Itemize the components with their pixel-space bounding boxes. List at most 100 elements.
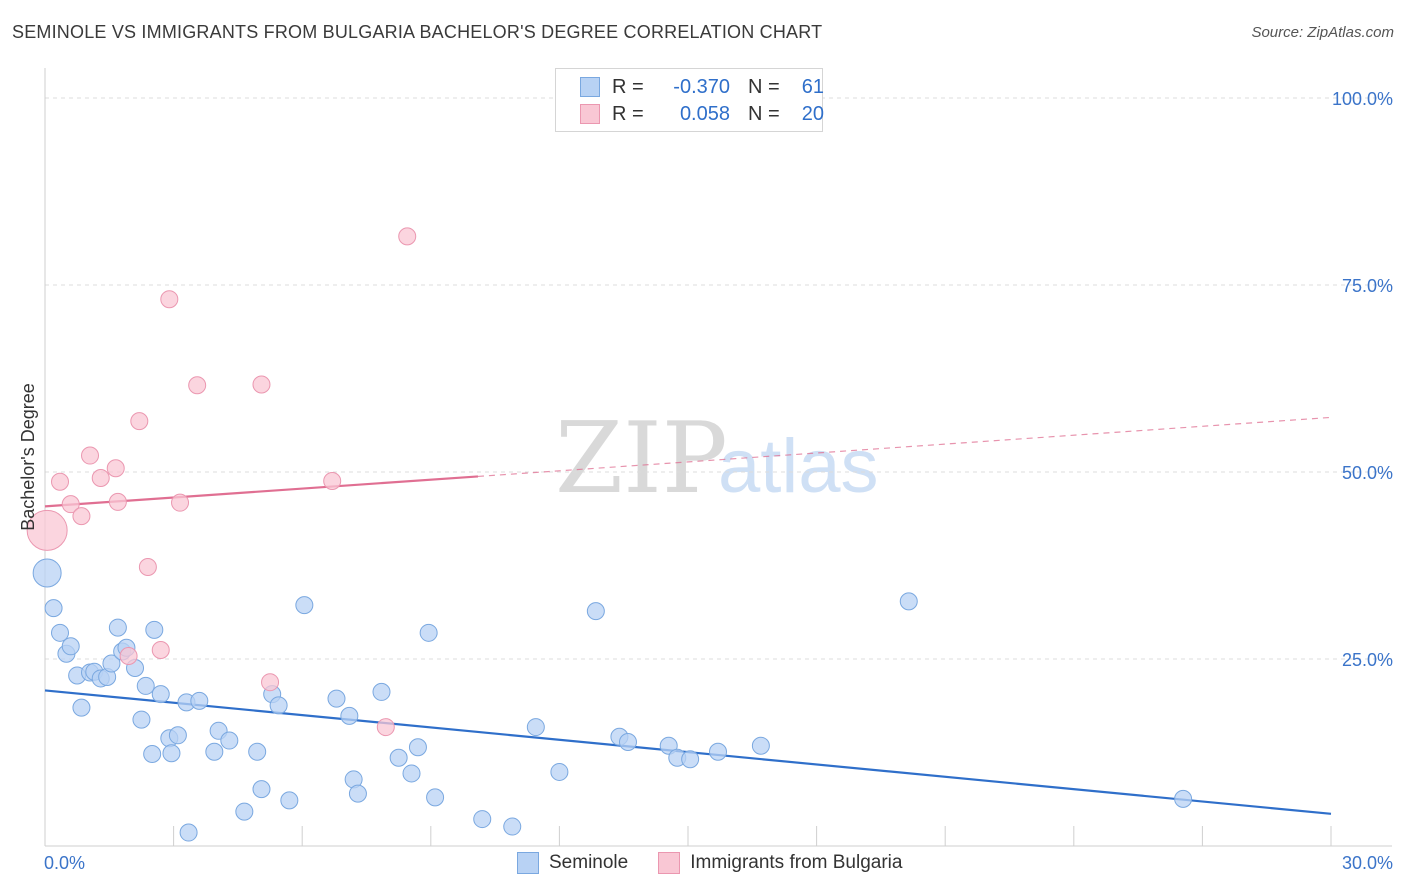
- point-seminole: [618, 733, 637, 752]
- point-seminole: [32, 558, 62, 588]
- series-swatch-pink: [658, 852, 681, 874]
- point-seminole: [1174, 789, 1193, 808]
- point-bulgaria: [130, 412, 149, 431]
- legend-n-value: 20: [801, 102, 824, 125]
- data-points: [26, 227, 1193, 842]
- legend-row-bulgaria: R = 0.058 N = 20: [580, 101, 824, 127]
- series-legend: Seminole Immigrants from Bulgaria: [517, 852, 932, 874]
- point-seminole: [132, 710, 151, 729]
- point-seminole: [419, 623, 438, 642]
- point-bulgaria: [106, 459, 125, 478]
- point-seminole: [426, 788, 445, 807]
- series-swatch-blue: [517, 852, 539, 874]
- legend-n-label: N =: [748, 75, 780, 98]
- x-tick-label: 0.0%: [44, 853, 85, 873]
- chart-title: SEMINOLE VS IMMIGRANTS FROM BULGARIA BAC…: [12, 22, 823, 42]
- point-seminole: [526, 718, 545, 737]
- point-seminole: [44, 599, 63, 618]
- point-seminole: [136, 676, 155, 695]
- point-bulgaria: [171, 493, 190, 512]
- series-label: Seminole: [549, 852, 629, 873]
- point-bulgaria: [119, 647, 138, 666]
- point-bulgaria: [160, 290, 179, 309]
- point-seminole: [473, 810, 492, 829]
- point-bulgaria: [252, 375, 271, 394]
- point-seminole: [408, 738, 427, 757]
- point-seminole: [51, 623, 70, 642]
- point-seminole: [751, 736, 770, 755]
- point-seminole: [327, 689, 346, 708]
- point-seminole: [348, 784, 367, 803]
- point-bulgaria: [398, 227, 417, 246]
- correlation-legend: R = -0.370 N = 61 R = 0.058 N = 20: [555, 68, 824, 132]
- point-seminole: [61, 637, 80, 656]
- legend-r-label: R =: [612, 102, 644, 125]
- point-seminole: [295, 596, 314, 615]
- y-tick-label: 25.0%: [1342, 650, 1393, 670]
- point-seminole: [550, 762, 569, 781]
- legend-row-seminole: R = -0.370 N = 61: [580, 74, 824, 100]
- point-bulgaria: [91, 468, 110, 487]
- legend-swatch-pink: [580, 104, 600, 124]
- y-tick-label: 100.0%: [1332, 89, 1393, 109]
- point-bulgaria: [61, 495, 80, 514]
- point-seminole: [220, 731, 239, 750]
- legend-r-value: 0.058: [679, 102, 730, 125]
- point-seminole: [205, 742, 224, 761]
- watermark-zip: ZIP: [555, 402, 728, 516]
- point-seminole: [503, 817, 522, 836]
- point-seminole: [145, 620, 164, 639]
- y-tick-label: 50.0%: [1342, 463, 1393, 483]
- source-credit: Source: ZipAtlas.com: [1251, 24, 1394, 41]
- point-seminole: [179, 823, 198, 842]
- legend-swatch-blue: [580, 77, 600, 97]
- y-tick-label: 75.0%: [1342, 276, 1393, 296]
- series-label: Immigrants from Bulgaria: [690, 852, 903, 873]
- point-seminole: [899, 592, 918, 611]
- point-bulgaria: [151, 641, 170, 660]
- point-bulgaria: [26, 509, 68, 551]
- point-seminole: [681, 750, 700, 769]
- point-seminole: [402, 764, 421, 783]
- point-seminole: [709, 742, 728, 761]
- point-seminole: [248, 742, 267, 761]
- point-seminole: [269, 696, 288, 715]
- gridlines: [45, 97, 1392, 660]
- point-seminole: [102, 654, 121, 673]
- point-seminole: [340, 706, 359, 725]
- x-tick-label: 30.0%: [1342, 853, 1393, 873]
- legend-r-value: -0.370: [673, 75, 730, 98]
- point-seminole: [168, 726, 187, 745]
- y-axis-label: Bachelor's Degree: [18, 383, 38, 531]
- legend-n-value: 61: [801, 75, 824, 98]
- point-seminole: [389, 748, 408, 767]
- legend-r-label: R =: [612, 75, 644, 98]
- point-seminole: [151, 685, 170, 704]
- point-bulgaria: [81, 446, 100, 465]
- series-legend-seminole: Seminole: [517, 852, 628, 874]
- point-bulgaria: [138, 557, 157, 576]
- point-bulgaria: [188, 376, 207, 395]
- axes: [44, 68, 1392, 847]
- point-seminole: [372, 682, 391, 701]
- series-legend-bulgaria: Immigrants from Bulgaria: [658, 852, 902, 874]
- point-seminole: [190, 691, 209, 710]
- watermark-atlas: atlas: [718, 424, 879, 509]
- point-bulgaria: [323, 471, 342, 490]
- point-seminole: [143, 744, 162, 763]
- point-seminole: [586, 602, 605, 621]
- point-bulgaria: [72, 507, 91, 526]
- tick-labels: 25.0% 50.0% 75.0% 100.0% 0.0% 30.0%: [44, 89, 1393, 873]
- point-seminole: [235, 802, 254, 821]
- point-bulgaria: [51, 472, 70, 491]
- point-seminole: [72, 698, 91, 717]
- point-seminole: [162, 744, 181, 763]
- point-bulgaria: [108, 492, 127, 511]
- point-seminole: [280, 791, 299, 810]
- point-bulgaria: [261, 673, 280, 692]
- point-seminole: [252, 780, 271, 799]
- legend-n-label: N =: [748, 102, 780, 125]
- point-seminole: [108, 618, 127, 637]
- point-bulgaria: [376, 718, 395, 737]
